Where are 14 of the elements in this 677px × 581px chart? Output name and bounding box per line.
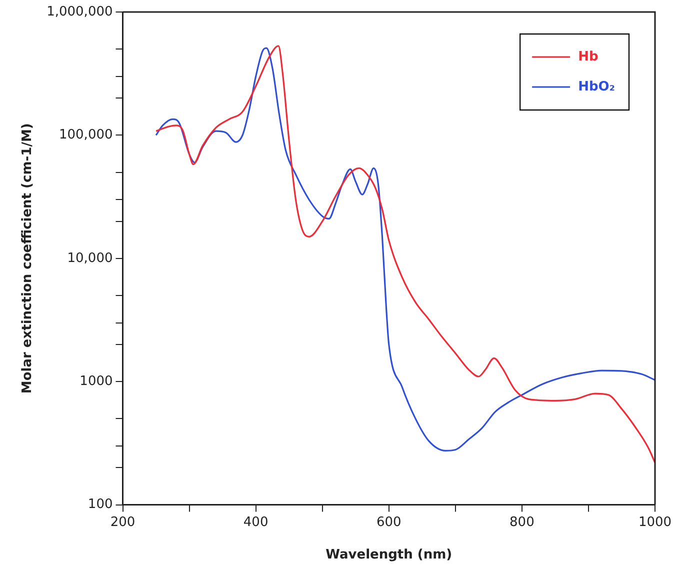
x-tick-label: 400 [243,514,268,530]
x-tick-label: 600 [376,514,402,530]
y-axis-title: Molar extinction coefficient (cm-1/M) [20,123,36,394]
x-tick-label: 200 [110,514,136,530]
y-tick-label: 1000 [80,374,113,389]
y-tick-label: 100 [88,497,113,512]
legend-label: HbO₂ [578,79,616,94]
x-tick-label: 1000 [638,514,672,530]
x-axis-title: Wavelength (nm) [326,548,452,563]
x-tick-label: 800 [510,514,534,530]
y-tick-label: 10,000 [67,250,113,266]
y-tick-label: 100,000 [58,128,113,143]
y-tick-label: 1,000,000 [46,4,113,20]
legend-label: Hb [578,49,598,64]
